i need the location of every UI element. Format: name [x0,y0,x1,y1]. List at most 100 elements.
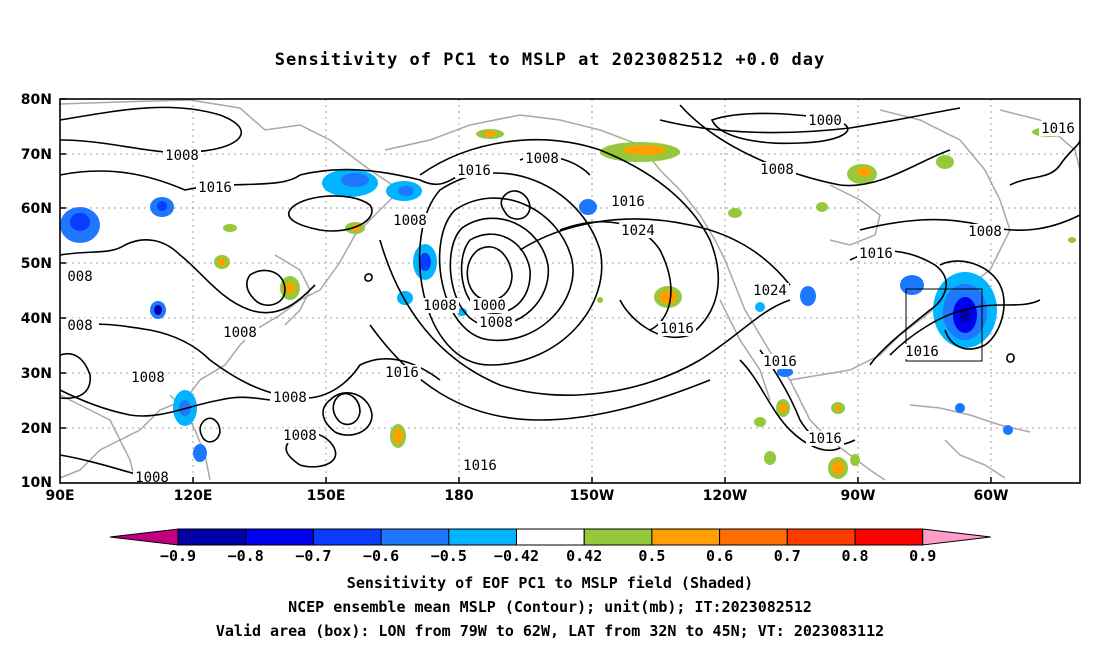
colorbar-segment [245,528,314,546]
coastlines [59,99,1081,481]
lon-label: 60W [974,488,1009,504]
contour-label: 1016 [198,180,232,196]
lon-label: 180 [444,488,473,504]
contour-label: 1008 [968,224,1002,240]
contour-label-bg [751,283,789,298]
contour-label: 1016 [905,344,939,360]
contour-label: 1008 [273,390,307,406]
colorbar-label: −0.9 [160,547,196,565]
lon-label: 120W [703,488,748,504]
colorbar-min-triangle [109,528,179,546]
colorbar-segment [516,528,585,546]
contour-label: 1016 [457,163,491,179]
contour-label-bg [619,223,657,238]
lat-label: 80N [21,92,52,108]
contour-label: 1008 [165,148,199,164]
contour-label-bg [129,370,167,385]
contour-label-bg [271,390,309,405]
contour-label-bg [857,246,895,261]
contour-label: 1008 [131,370,165,386]
colorbar [109,528,991,546]
contour-label-bg [163,148,201,163]
lat-label: 70N [21,147,52,163]
contour-label: 1008 [283,428,317,444]
lat-label: 20N [21,421,52,437]
colorbar-label: 0.6 [706,547,733,565]
lon-label: 150E [307,488,346,504]
contour-label: 1008 [760,162,794,178]
contour-label-bg [903,344,941,359]
caption-line-2: NCEP ensemble mean MSLP (Contour); unit(… [288,598,812,616]
lon-labels: 90E 120E 150E 180 150W 120W 90W 60W [45,488,1008,504]
contour-label: 1024 [621,223,655,239]
contour-label: 1008 [525,151,559,167]
contour-label: 1000 [808,113,842,129]
colorbar-label: 0.5 [638,547,665,565]
lon-label: 150W [570,488,615,504]
contour-label: 1016 [463,458,497,474]
colorbar-label: 0.7 [774,547,801,565]
contour-label: 1016 [1041,121,1075,137]
colorbar-segment [786,528,856,546]
contour-label-bg [470,298,508,313]
contour-label: 008 [67,318,92,334]
colorbar-segment [583,528,653,546]
lon-label: 90W [841,488,876,504]
contour-label-bg [461,458,499,473]
contour-label-bg [61,269,99,284]
colorbar-segment [719,528,788,546]
contour-labels: 1008101610081016100010081016102410161024… [61,113,1077,486]
contour-label-bg [196,180,234,195]
contour-label: 1008 [423,298,457,314]
colorbar-label: −0.5 [431,547,467,565]
contour-label-bg [1039,121,1077,136]
contour-label-bg [221,325,259,340]
lat-label: 50N [21,256,52,272]
contour-label-bg [133,470,171,485]
contour-label: 008 [67,269,92,285]
colorbar-label: −0.6 [363,547,399,565]
contour-label: 1008 [479,315,513,331]
contour-label-bg [806,431,844,446]
contour-label-bg [281,428,319,443]
contour-label: 1016 [611,194,645,210]
axis-ticks [60,98,992,483]
colorbar-segment [380,528,450,546]
contour-label-bg [421,298,459,313]
contour-label: 1016 [660,321,694,337]
contour-label-bg [806,113,844,128]
lat-label: 40N [21,311,52,327]
contour-label-bg [383,365,421,380]
contour-label: 1016 [808,431,842,447]
isobars [59,104,1081,479]
colorbar-label: 0.42 [566,547,602,565]
lat-label: 30N [21,366,52,382]
colorbar-label: −0.8 [228,547,264,565]
colorbar-label: −0.7 [295,547,331,565]
caption-line-1: Sensitivity of EOF PC1 to MSLP field (Sh… [346,574,754,592]
contour-label-bg [761,354,799,369]
colorbar-segment [312,528,382,546]
contour-label-bg [609,194,647,209]
map-frame [59,98,1081,484]
contour-label-bg [455,163,493,178]
contour-label: 1008 [393,213,427,229]
contour-label-bg [477,315,515,330]
colorbar-label: 0.9 [909,547,936,565]
chart-title: Sensitivity of PC1 to MSLP at 2023082512… [274,50,826,70]
contour-label-bg [966,224,1004,239]
lat-label: 60N [21,201,52,217]
contour-label-bg [758,162,796,177]
contour-label-bg [658,321,696,336]
caption-line-3: Valid area (box): LON from 79W to 62W, L… [215,622,885,640]
colorbar-segment [448,528,517,546]
colorbar-max-triangle [922,528,991,546]
contour-label: 1016 [859,246,893,262]
colorbar-segment [854,528,924,546]
contour-label: 1008 [223,325,257,341]
lat-labels: 80N 70N 60N 50N 40N 30N 20N 10N [21,92,52,491]
contour-label-bg [61,318,99,333]
valid-area-box [905,288,983,362]
colorbar-segment [651,528,721,546]
